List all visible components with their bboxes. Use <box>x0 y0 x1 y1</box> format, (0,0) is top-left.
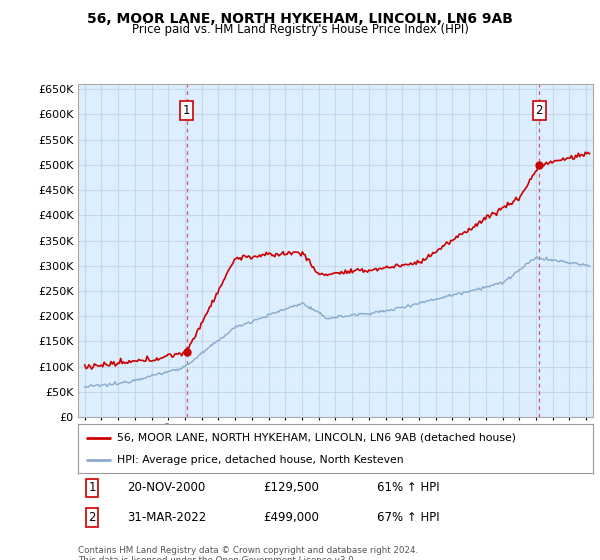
Text: 1: 1 <box>88 481 96 494</box>
Text: 20-NOV-2000: 20-NOV-2000 <box>127 481 205 494</box>
Text: 1: 1 <box>183 104 190 117</box>
Text: £499,000: £499,000 <box>263 511 319 524</box>
Text: 67% ↑ HPI: 67% ↑ HPI <box>377 511 439 524</box>
Text: 2: 2 <box>536 104 543 117</box>
Text: £129,500: £129,500 <box>263 481 319 494</box>
Text: HPI: Average price, detached house, North Kesteven: HPI: Average price, detached house, Nort… <box>116 455 403 465</box>
Text: 61% ↑ HPI: 61% ↑ HPI <box>377 481 439 494</box>
Text: 31-MAR-2022: 31-MAR-2022 <box>127 511 206 524</box>
Text: 2: 2 <box>88 511 96 524</box>
Text: Contains HM Land Registry data © Crown copyright and database right 2024.
This d: Contains HM Land Registry data © Crown c… <box>78 546 418 560</box>
Text: 56, MOOR LANE, NORTH HYKEHAM, LINCOLN, LN6 9AB: 56, MOOR LANE, NORTH HYKEHAM, LINCOLN, L… <box>87 12 513 26</box>
Text: Price paid vs. HM Land Registry's House Price Index (HPI): Price paid vs. HM Land Registry's House … <box>131 22 469 36</box>
Text: 56, MOOR LANE, NORTH HYKEHAM, LINCOLN, LN6 9AB (detached house): 56, MOOR LANE, NORTH HYKEHAM, LINCOLN, L… <box>116 433 515 443</box>
